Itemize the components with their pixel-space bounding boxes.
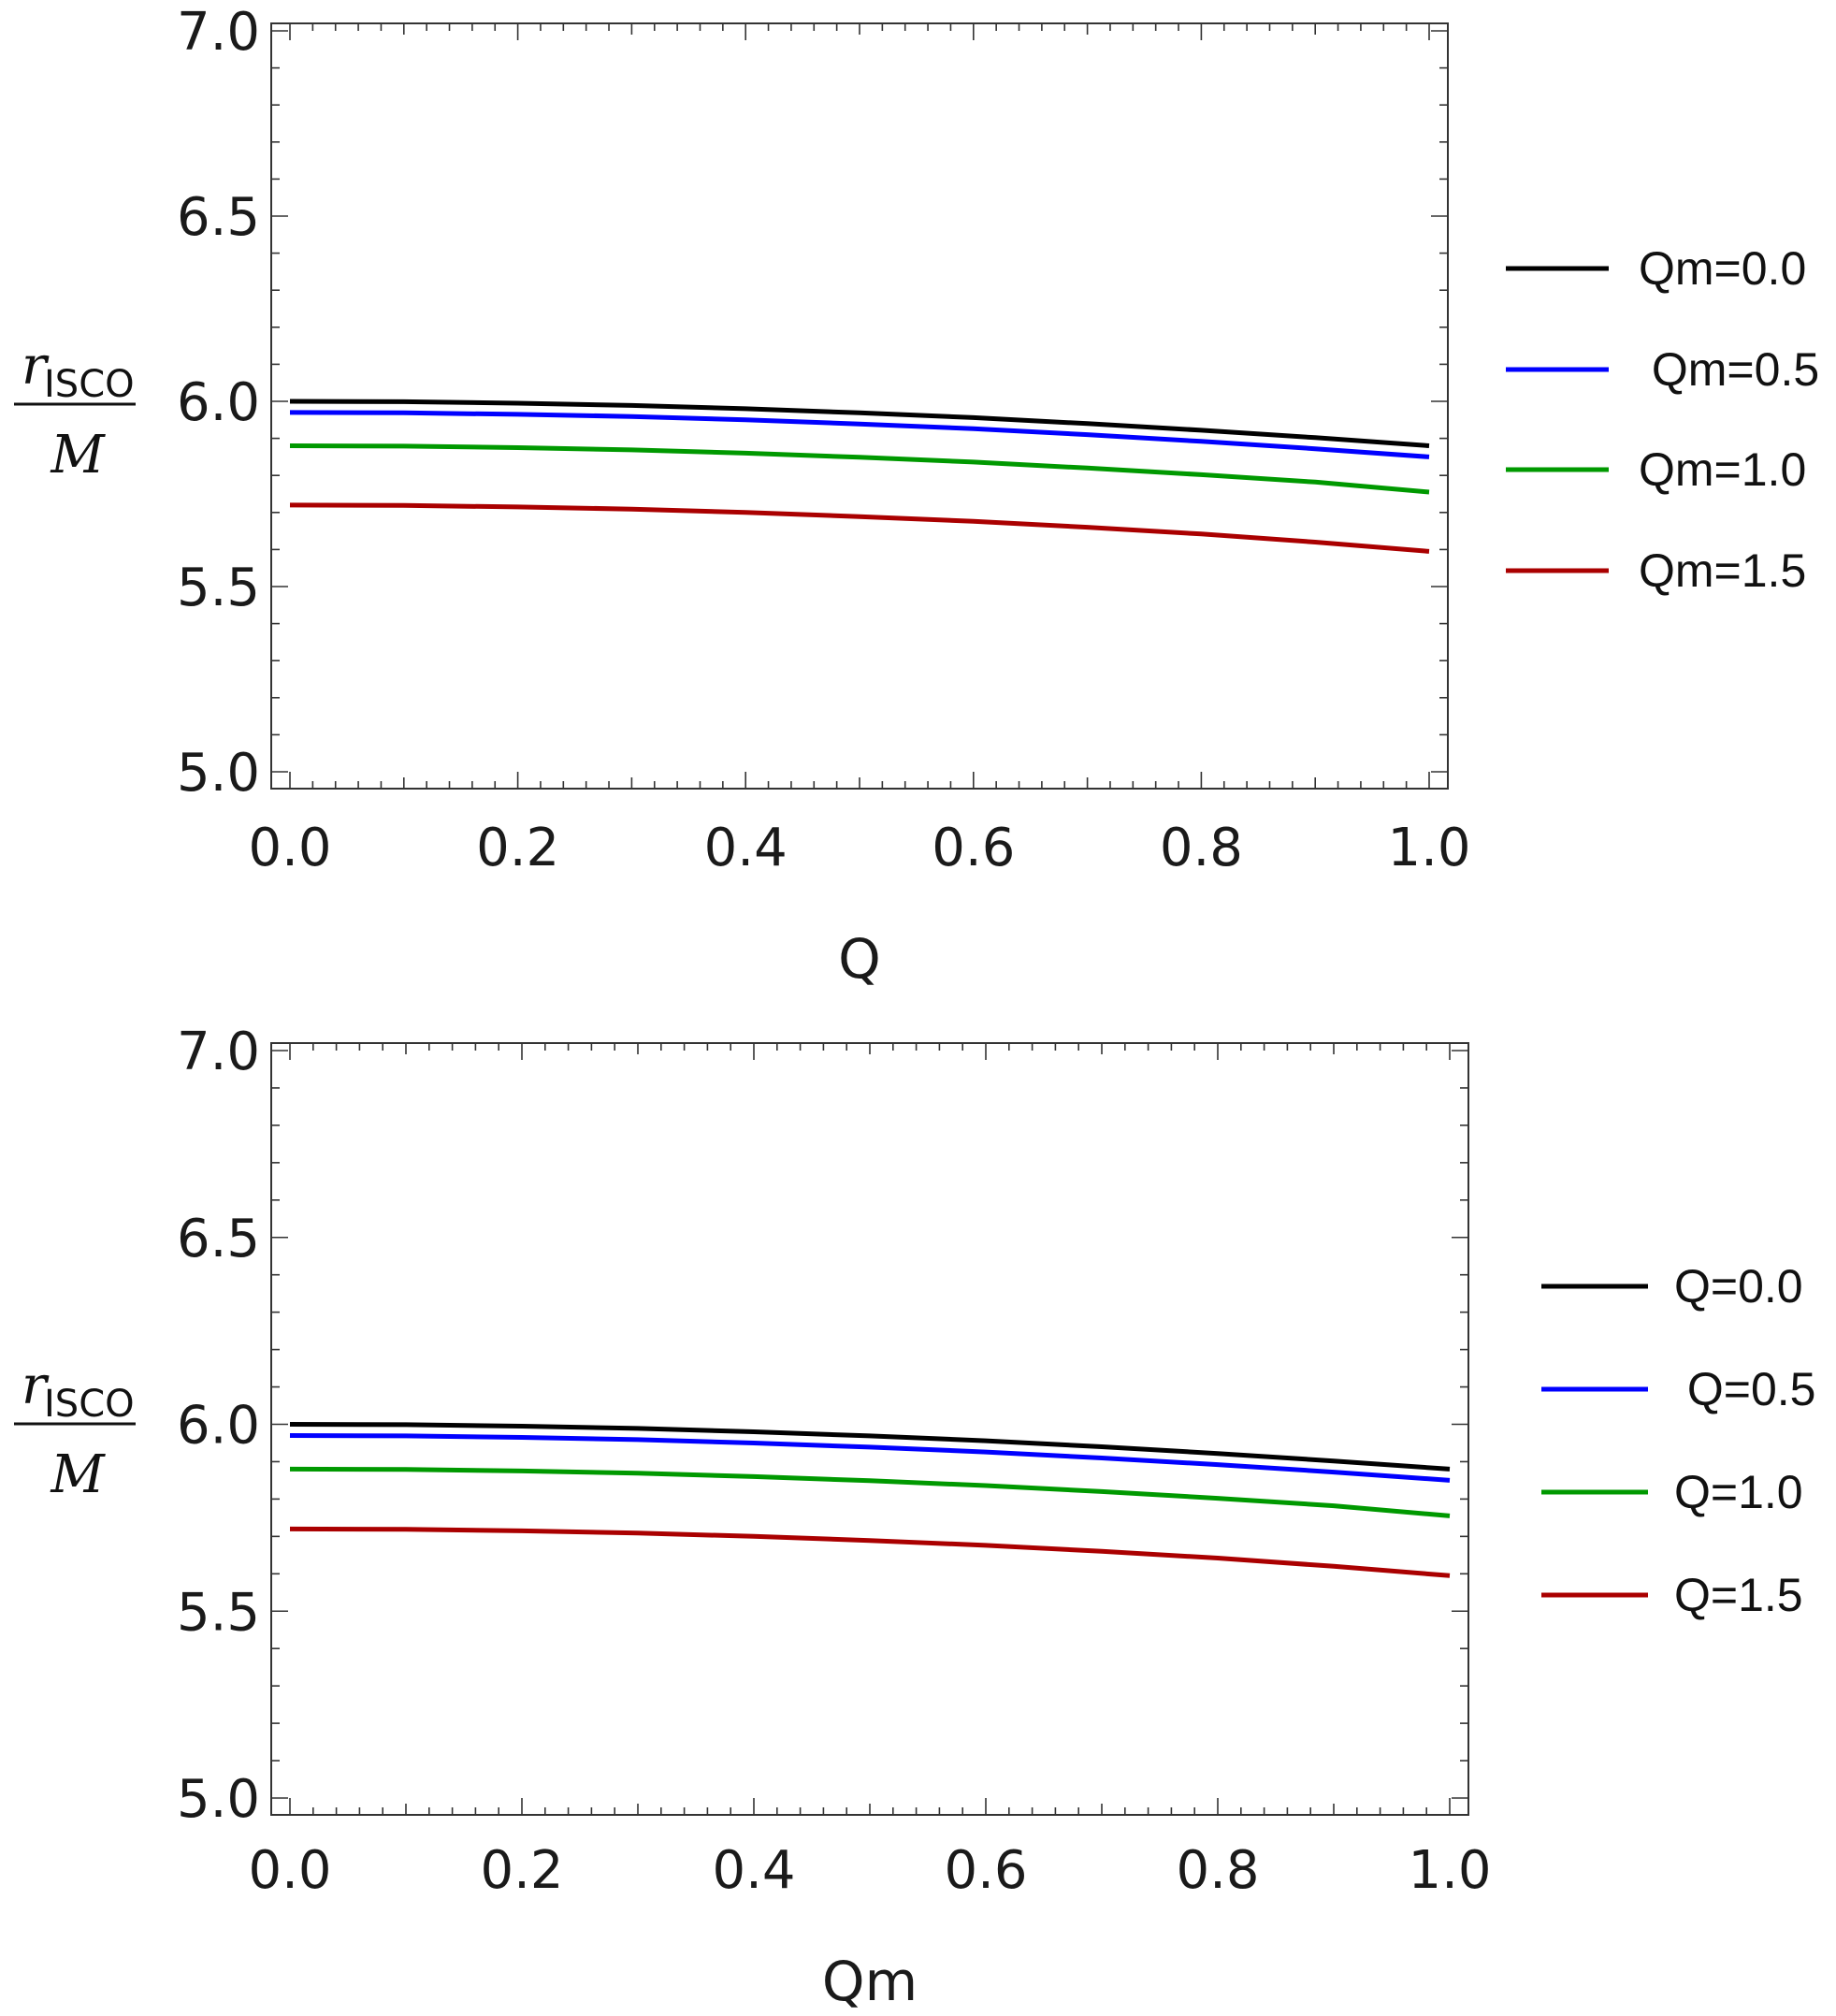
- series-line-3: [289, 1466, 1451, 1518]
- x-tick-label: 0.0: [248, 818, 331, 878]
- x-tick-label: 0.8: [1176, 1840, 1259, 1901]
- series-line-1: [289, 1422, 1451, 1472]
- legend-label: Q=0.0: [1674, 1260, 1803, 1313]
- x-tick-label: 0.8: [1160, 818, 1243, 878]
- x-tick-label: 0.6: [944, 1840, 1027, 1901]
- y-tick-label: 5.0: [177, 1769, 260, 1830]
- x-tick-label: 1.0: [1408, 1840, 1491, 1901]
- series-line-2: [289, 1433, 1451, 1483]
- x-tick-label: 1.0: [1387, 818, 1470, 878]
- y-label-denominator: M: [50, 1444, 106, 1505]
- y-tick-label: 6.0: [177, 372, 260, 433]
- x-axis-title: Q: [838, 927, 881, 991]
- legend-label: Qm=1.0: [1639, 443, 1806, 496]
- y-tick-label: 7.0: [177, 2, 260, 63]
- y-tick-label: 6.5: [177, 187, 260, 248]
- y-tick-label: 6.5: [177, 1209, 260, 1269]
- series-line-1: [289, 399, 1430, 448]
- legend: Qm=0.0 Qm=0.5 Qm=1.0 Qm=1.5: [1506, 242, 1819, 597]
- y-label-subscript: ISCO: [44, 1383, 135, 1426]
- x-axis-title: Qm: [822, 1950, 918, 2013]
- series-line-4: [289, 502, 1430, 554]
- y-tick-label: 5.5: [177, 558, 260, 618]
- y-label-numerator: r: [22, 1356, 50, 1416]
- plot-frame: [270, 1042, 1469, 1816]
- plot-frame: [270, 22, 1449, 790]
- y-tick-label: 5.5: [177, 1582, 260, 1643]
- x-tick-label: 0.4: [712, 1840, 795, 1901]
- legend-label: Qm=1.5: [1639, 544, 1806, 597]
- x-tick-label: 0.2: [476, 818, 559, 878]
- y-label-subscript: ISCO: [44, 363, 135, 406]
- chart-2: 0.0 0.2 0.4 0.6 0.8 1.0 5.0 5.5 6.0 6.5 7.0 Qm rISCO…: [14, 1022, 1816, 2013]
- legend-label: Q=0.5: [1674, 1363, 1816, 1415]
- y-tick-label: 7.0: [177, 1022, 260, 1082]
- legend: Q=0.0 Q=0.5 Q=1.0 Q=1.5: [1541, 1260, 1816, 1621]
- series-line-2: [289, 410, 1430, 459]
- y-tick-label: 6.0: [177, 1396, 260, 1457]
- x-tick-label: 0.4: [704, 818, 788, 878]
- x-tick-label: 0.2: [480, 1840, 563, 1901]
- x-tick-label: 0.0: [248, 1840, 331, 1901]
- series-line-4: [289, 1526, 1451, 1578]
- legend-label: Qm=0.5: [1639, 343, 1819, 396]
- series-line-3: [289, 443, 1430, 495]
- legend-label: Qm=0.0: [1639, 242, 1806, 295]
- legend-label: Q=1.0: [1674, 1466, 1803, 1518]
- y-label-numerator: r: [22, 336, 50, 397]
- x-tick-label: 0.6: [932, 818, 1015, 878]
- y-label-denominator: M: [50, 425, 106, 486]
- legend-label: Q=1.5: [1674, 1569, 1803, 1621]
- y-tick-label: 5.0: [177, 743, 260, 804]
